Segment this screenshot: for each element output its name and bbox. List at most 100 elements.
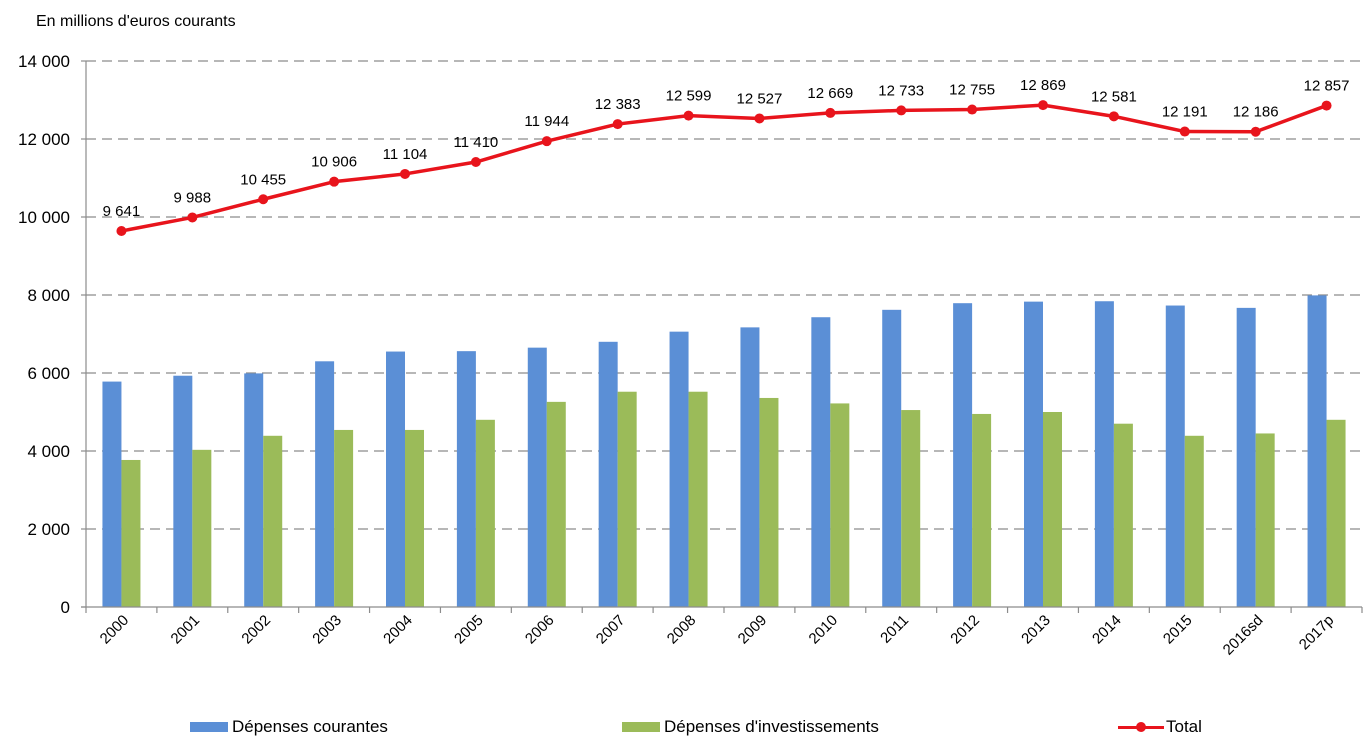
bar-depenses-investissements bbox=[1184, 435, 1204, 607]
bar-depenses-courantes bbox=[1165, 305, 1185, 607]
x-tick-label: 2011 bbox=[877, 612, 912, 647]
data-label-total: 12 191 bbox=[1162, 104, 1208, 121]
x-tick-label: 2016sd bbox=[1220, 612, 1267, 659]
point-total bbox=[896, 105, 907, 116]
x-tick-label: 2002 bbox=[238, 612, 274, 648]
data-label-total: 9 641 bbox=[103, 203, 141, 220]
legend-item-depenses-investissements: Dépenses d'investissements bbox=[622, 716, 879, 738]
bar-depenses-investissements bbox=[759, 397, 779, 607]
legend-label-total: Total bbox=[1166, 717, 1202, 736]
data-label-total: 9 988 bbox=[174, 189, 212, 206]
bar-depenses-investissements bbox=[405, 429, 424, 607]
point-total bbox=[1108, 111, 1119, 122]
point-total bbox=[967, 104, 978, 115]
bar-depenses-investissements bbox=[972, 413, 992, 607]
data-label-total: 12 581 bbox=[1091, 88, 1137, 105]
x-tick-label: 2001 bbox=[168, 612, 204, 648]
bar-depenses-courantes bbox=[173, 375, 193, 607]
x-tick-label: 2014 bbox=[1089, 612, 1125, 648]
bar-depenses-investissements bbox=[192, 449, 212, 607]
data-label-total: 11 944 bbox=[524, 113, 569, 130]
bar-depenses-courantes bbox=[386, 351, 405, 607]
y-tick-label: 8 000 bbox=[27, 286, 70, 305]
data-label-total: 12 599 bbox=[666, 88, 712, 105]
point-total bbox=[258, 194, 269, 205]
bar-depenses-courantes bbox=[1094, 301, 1114, 607]
legend-swatch-depenses-courantes bbox=[190, 722, 228, 732]
data-label-total: 12 733 bbox=[878, 82, 924, 99]
point-total bbox=[825, 107, 836, 118]
data-label-total: 12 755 bbox=[949, 82, 995, 99]
x-tick-label: 2003 bbox=[309, 612, 345, 648]
data-label-total: 12 869 bbox=[1020, 77, 1066, 94]
point-total bbox=[400, 168, 410, 179]
point-total bbox=[754, 113, 765, 124]
point-total bbox=[1038, 100, 1048, 111]
bar-depenses-investissements bbox=[901, 410, 921, 607]
bar-depenses-investissements bbox=[688, 391, 708, 607]
x-tick-label: 2000 bbox=[97, 612, 133, 648]
line-total bbox=[121, 103, 1328, 233]
bar-depenses-courantes bbox=[811, 317, 831, 607]
x-tick-label: 2009 bbox=[735, 612, 771, 648]
data-label-total: 10 455 bbox=[240, 171, 286, 188]
data-label-total: 12 527 bbox=[736, 90, 782, 107]
point-total bbox=[1250, 126, 1261, 137]
bar-depenses-courantes bbox=[1307, 295, 1327, 607]
legend-item-total: Total bbox=[1118, 716, 1202, 738]
data-label-total: 12 186 bbox=[1233, 104, 1279, 121]
legend-swatch-depenses-investissements bbox=[622, 722, 660, 732]
legend-label-depenses-courantes: Dépenses courantes bbox=[232, 717, 388, 736]
bar-depenses-courantes bbox=[1024, 301, 1043, 607]
legend-label-depenses-investissements: Dépenses d'investissements bbox=[664, 717, 879, 736]
x-tick-label: 2007 bbox=[593, 612, 629, 648]
y-tick-label: 6 000 bbox=[27, 364, 70, 383]
unit-label: En millions d'euros courants bbox=[36, 13, 236, 30]
data-label-total: 11 410 bbox=[454, 134, 499, 151]
y-tick-label: 10 000 bbox=[18, 208, 70, 227]
point-total bbox=[329, 176, 340, 187]
bar-depenses-investissements bbox=[475, 419, 495, 607]
x-tick-label: 2008 bbox=[664, 612, 700, 648]
bar-depenses-courantes bbox=[598, 341, 618, 607]
bar-depenses-investissements bbox=[617, 391, 637, 607]
point-total bbox=[187, 212, 198, 223]
bar-depenses-courantes bbox=[1236, 307, 1256, 607]
bar-depenses-investissements bbox=[546, 401, 566, 607]
bar-depenses-courantes bbox=[456, 351, 476, 607]
y-tick-label: 12 000 bbox=[18, 130, 70, 149]
bar-depenses-courantes bbox=[953, 303, 973, 607]
point-total bbox=[683, 110, 694, 121]
data-label-total: 12 857 bbox=[1304, 78, 1350, 95]
point-total bbox=[1321, 100, 1332, 111]
y-tick-label: 0 bbox=[61, 598, 70, 617]
x-tick-label: 2005 bbox=[451, 612, 487, 648]
legend-item-depenses-courantes: Dépenses courantes bbox=[190, 716, 388, 738]
x-tick-label: 2010 bbox=[806, 612, 842, 648]
x-tick-label: 2004 bbox=[380, 612, 416, 648]
bar-depenses-investissements bbox=[1043, 412, 1062, 607]
bar-depenses-courantes bbox=[740, 327, 760, 607]
point-total bbox=[1179, 126, 1190, 137]
y-tick-label: 4 000 bbox=[27, 442, 70, 461]
bar-depenses-courantes bbox=[669, 331, 689, 607]
bar-depenses-courantes bbox=[102, 381, 122, 607]
y-tick-label: 2 000 bbox=[27, 520, 70, 539]
point-total bbox=[116, 226, 127, 237]
bar-depenses-investissements bbox=[263, 435, 283, 607]
bar-depenses-courantes bbox=[244, 373, 264, 607]
x-tick-label: 2013 bbox=[1018, 612, 1054, 648]
bar-depenses-courantes bbox=[315, 361, 335, 607]
bar-depenses-investissements bbox=[1113, 423, 1133, 607]
x-tick-label: 2015 bbox=[1160, 612, 1196, 648]
data-label-total: 12 383 bbox=[595, 96, 641, 113]
x-tick-label: 2006 bbox=[522, 612, 558, 648]
legend-swatch-total bbox=[1118, 722, 1164, 732]
data-label-total: 11 104 bbox=[383, 146, 428, 163]
bar-depenses-courantes bbox=[527, 347, 547, 607]
bar-depenses-courantes bbox=[882, 309, 902, 607]
point-total bbox=[541, 136, 552, 147]
point-total bbox=[470, 157, 481, 168]
bar-depenses-investissements bbox=[1326, 419, 1346, 607]
